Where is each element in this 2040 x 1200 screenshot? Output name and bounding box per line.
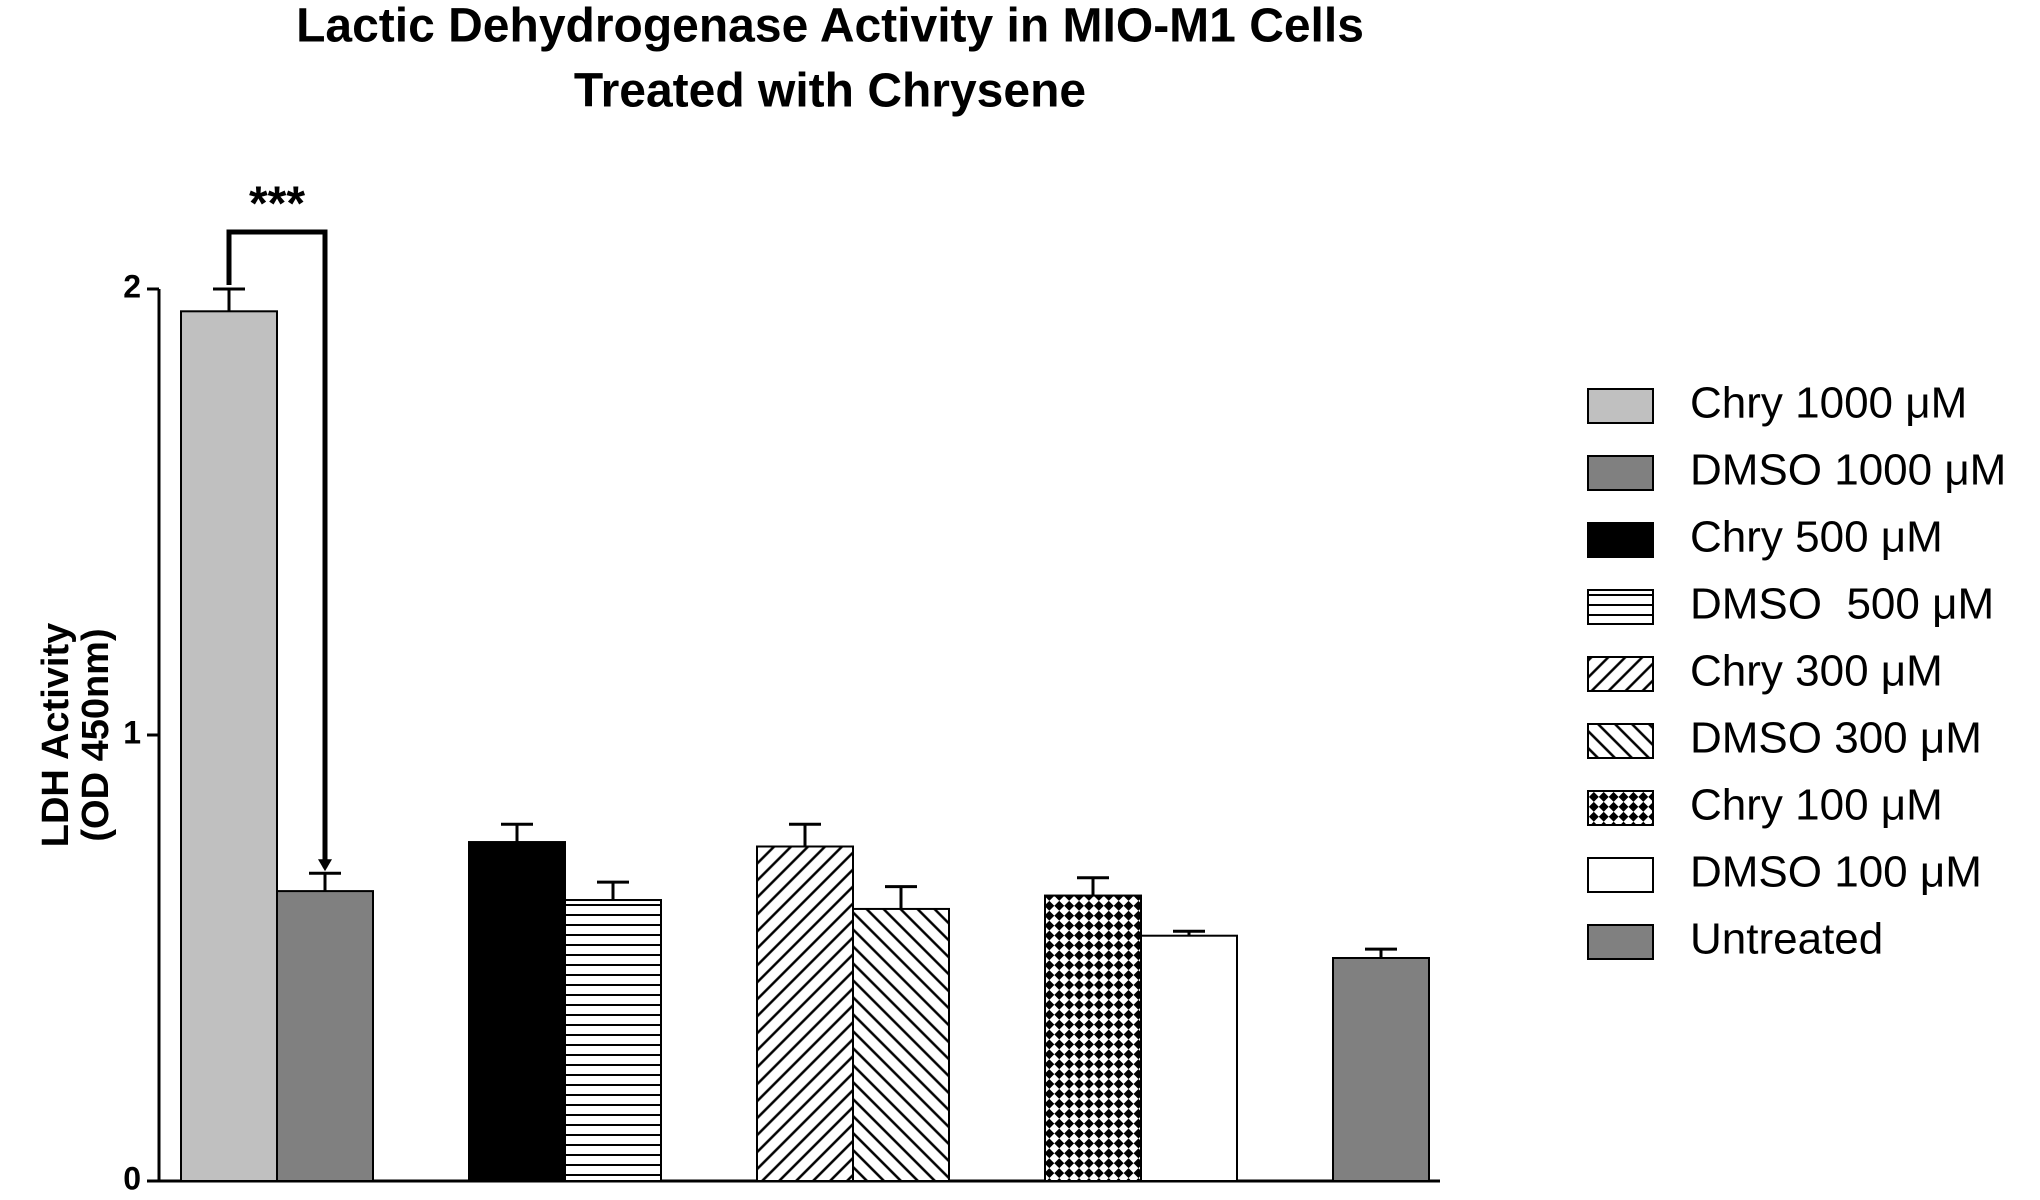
legend-swatch <box>1587 857 1654 893</box>
bar <box>1044 894 1142 1182</box>
legend-label: Chry 1000 μM <box>1690 379 1967 428</box>
legend-swatch <box>1587 388 1654 424</box>
legend-label: Untreated <box>1690 915 1883 964</box>
legend-label: Chry 500 μM <box>1690 513 1943 562</box>
bar <box>276 890 374 1182</box>
significance-label: *** <box>249 178 305 231</box>
bar <box>180 310 278 1182</box>
legend-label: DMSO 100 μM <box>1690 848 1982 897</box>
legend-label: Chry 300 μM <box>1690 647 1943 696</box>
legend-label: Chry 100 μM <box>1690 781 1943 830</box>
legend-label: DMSO 500 μM <box>1690 580 1994 629</box>
y-axis-label: (OD 450nm) <box>75 628 117 841</box>
bar <box>852 907 950 1182</box>
legend-swatch <box>1587 656 1654 692</box>
chart-title: Lactic Dehydrogenase Activity in MIO-M1 … <box>296 0 1364 53</box>
bar <box>1332 957 1430 1182</box>
legend-swatch <box>1587 522 1654 558</box>
y-tick-label: 2 <box>123 268 141 304</box>
legend-swatch <box>1587 589 1654 625</box>
significance-arrow <box>318 859 332 872</box>
legend-swatch <box>1587 723 1654 759</box>
y-tick-label: 0 <box>123 1160 141 1196</box>
legend-swatch <box>1587 790 1654 826</box>
significance-bracket <box>226 229 328 868</box>
bar <box>756 845 854 1182</box>
y-tick-label: 1 <box>123 714 141 750</box>
bar <box>564 899 662 1183</box>
chart-subtitle: Treated with Chrysene <box>574 65 1086 118</box>
legend-label: DMSO 1000 μM <box>1690 446 2006 495</box>
y-axis-label: LDH Activity <box>35 623 77 848</box>
bar <box>468 841 566 1182</box>
legend-swatch <box>1587 924 1654 960</box>
legend-swatch <box>1587 455 1654 491</box>
bar <box>1140 934 1238 1183</box>
legend-label: DMSO 300 μM <box>1690 714 1982 763</box>
